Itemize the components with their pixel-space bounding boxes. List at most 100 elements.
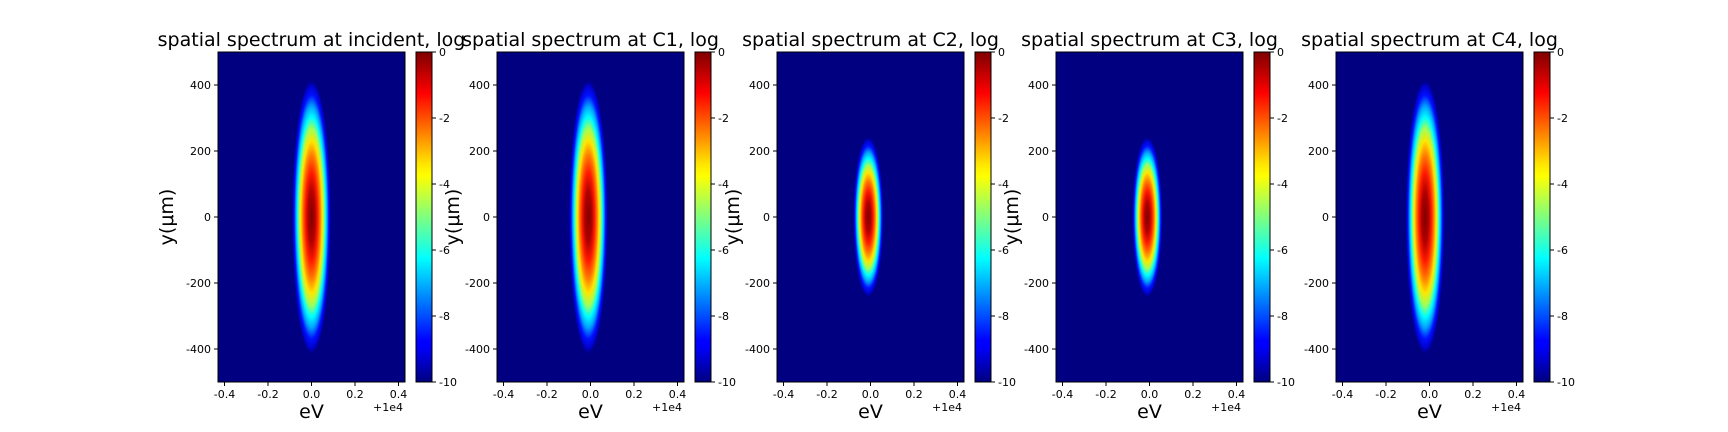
y-tick-label: 0	[763, 211, 770, 224]
x-offset-label: +1e4	[652, 401, 682, 414]
subplot-2: spatial spectrum at C1, log -0.4 -0.2 0.0 0.…	[442, 29, 736, 423]
colorbar-tick-label: -8	[998, 310, 1009, 323]
x-axis-label: eV	[1137, 401, 1162, 423]
colorbar-tick-label: -10	[1557, 376, 1575, 389]
heatmap-spot	[853, 136, 884, 298]
colorbar-tick-label: -2	[718, 112, 729, 125]
y-tick-label: -400	[186, 343, 211, 356]
x-tick-label: 0.2	[1464, 388, 1482, 401]
x-tick-label: 0.2	[346, 388, 364, 401]
subplot-5: spatial spectrum at C4, log -0.4 -0.2 0.0 0.…	[1301, 29, 1575, 423]
heatmap-spot	[291, 78, 332, 356]
chart-title: spatial spectrum at C4, log	[1301, 29, 1558, 51]
y-tick-label: 200	[190, 145, 211, 158]
y-tick-label: 200	[1308, 145, 1329, 158]
chart-title: spatial spectrum at C1, log	[462, 29, 719, 51]
y-tick-label: 400	[190, 79, 211, 92]
x-tick-label: -0.4	[493, 388, 514, 401]
colorbar-tick-label: -2	[1277, 112, 1288, 125]
colorbar	[415, 51, 433, 383]
chart-title: spatial spectrum at C2, log	[742, 29, 999, 51]
x-axis-label: eV	[299, 401, 324, 423]
colorbar	[694, 51, 712, 383]
colorbar-tick-label: -6	[439, 244, 450, 257]
colorbar-tick-label: -6	[718, 244, 729, 257]
y-tick-label: 400	[749, 79, 770, 92]
colorbar-tick-label: -10	[439, 376, 457, 389]
y-tick-label: 0	[1322, 211, 1329, 224]
colorbar-tick-label: -6	[1557, 244, 1568, 257]
y-tick-label: -200	[1024, 277, 1049, 290]
colorbar-tick-label: 0	[1557, 46, 1564, 59]
subplot-4: spatial spectrum at C3, log -0.4 -0.2 0.0 0.…	[1001, 29, 1295, 423]
colorbar-tick-label: -10	[718, 376, 736, 389]
colorbar-tick-label: -4	[1277, 178, 1288, 191]
y-tick-label: 400	[1308, 79, 1329, 92]
y-axis-label: y(μm)	[156, 189, 178, 246]
x-axis-label: eV	[1417, 401, 1442, 423]
colorbar-tick-label: -4	[998, 178, 1009, 191]
y-tick-label: -200	[186, 277, 211, 290]
y-tick-label: 0	[204, 211, 211, 224]
y-tick-label: 200	[469, 145, 490, 158]
y-tick-label: 200	[1028, 145, 1049, 158]
x-tick-label: -0.2	[1375, 388, 1396, 401]
y-tick-label: -400	[1024, 343, 1049, 356]
y-tick-label: 0	[483, 211, 490, 224]
chart-title: spatial spectrum at C3, log	[1021, 29, 1278, 51]
x-tick-label: 0.0	[582, 388, 600, 401]
x-tick-label: 0.0	[1421, 388, 1439, 401]
x-tick-label: 0.2	[1184, 388, 1202, 401]
x-tick-label: 0.4	[1508, 388, 1526, 401]
y-tick-label: -200	[745, 277, 770, 290]
colorbar-tick-label: -10	[998, 376, 1016, 389]
x-tick-label: -0.2	[257, 388, 278, 401]
subplot-1: spatial spectrum at incident, log -0.4 -0.…	[156, 29, 465, 423]
colorbar-tick-label: -6	[1277, 244, 1288, 257]
x-tick-label: -0.4	[214, 388, 235, 401]
y-tick-label: -200	[465, 277, 490, 290]
y-tick-label: 0	[1042, 211, 1049, 224]
x-tick-label: 0.2	[905, 388, 923, 401]
x-tick-label: -0.4	[773, 388, 794, 401]
y-tick-label: 400	[1028, 79, 1049, 92]
colorbar	[1533, 51, 1551, 383]
colorbar-tick-label: -4	[439, 178, 450, 191]
x-tick-label: -0.4	[1052, 388, 1073, 401]
x-axis-label: eV	[858, 401, 883, 423]
x-tick-label: 0.0	[303, 388, 321, 401]
colorbar-tick-label: -6	[998, 244, 1009, 257]
x-tick-label: -0.2	[816, 388, 837, 401]
y-axis-label: y(μm)	[1001, 189, 1023, 246]
colorbar-tick-label: -2	[998, 112, 1009, 125]
y-tick-label: -400	[465, 343, 490, 356]
x-offset-label: +1e4	[373, 401, 403, 414]
colorbar	[1253, 51, 1271, 383]
y-tick-label: 200	[749, 145, 770, 158]
x-tick-label: 0.4	[949, 388, 967, 401]
x-tick-label: 0.0	[862, 388, 880, 401]
x-tick-label: 0.2	[625, 388, 643, 401]
x-tick-label: -0.2	[1095, 388, 1116, 401]
colorbar-tick-label: 0	[439, 46, 446, 59]
colorbar-tick-label: -8	[439, 310, 450, 323]
y-tick-label: -400	[745, 343, 770, 356]
x-offset-label: +1e4	[932, 401, 962, 414]
heatmap-spot	[568, 78, 608, 356]
colorbar-tick-label: 0	[998, 46, 1005, 59]
x-offset-label: +1e4	[1211, 401, 1241, 414]
heatmap-spot	[1132, 136, 1163, 298]
x-axis-label: eV	[578, 401, 603, 423]
y-axis-label: y(μm)	[442, 189, 464, 246]
x-tick-label: -0.4	[1332, 388, 1353, 401]
colorbar-tick-label: -4	[718, 178, 729, 191]
y-tick-label: -200	[1304, 277, 1329, 290]
colorbar-tick-label: -10	[1277, 376, 1295, 389]
x-tick-label: 0.0	[1141, 388, 1159, 401]
x-tick-label: -0.2	[536, 388, 557, 401]
colorbar-tick-label: -8	[1277, 310, 1288, 323]
x-offset-label: +1e4	[1491, 401, 1521, 414]
y-axis-label: y(μm)	[722, 189, 744, 246]
